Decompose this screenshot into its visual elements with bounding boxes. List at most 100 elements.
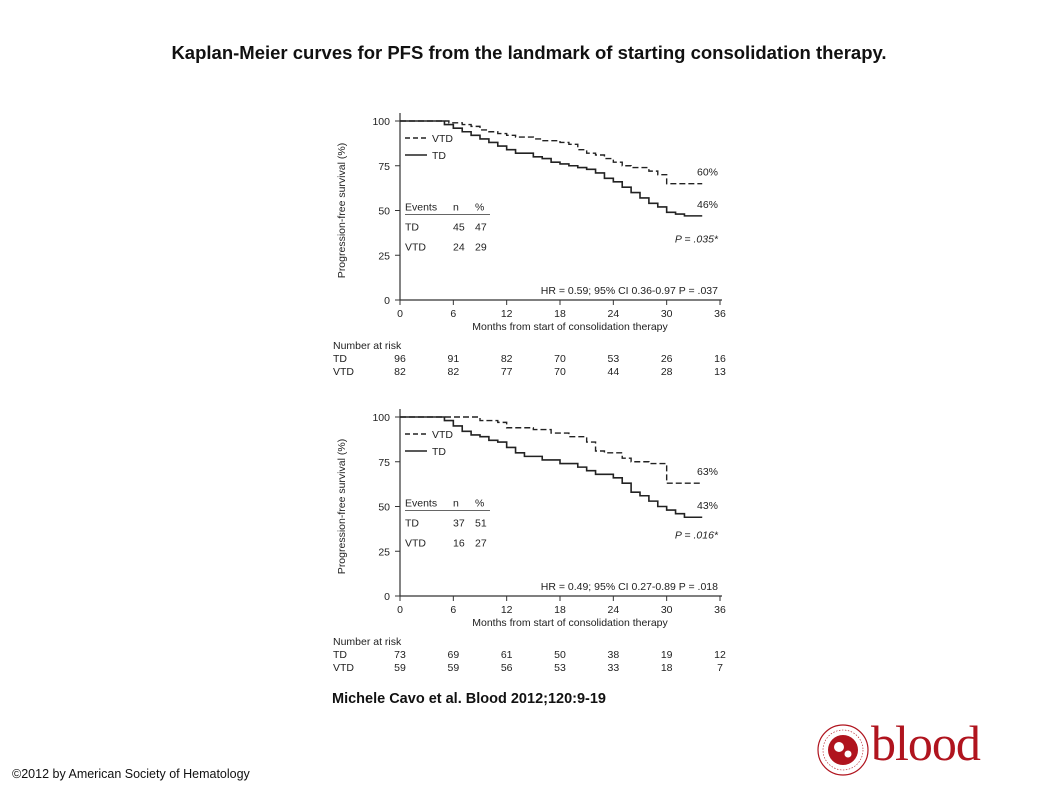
y-tick-label: 50 bbox=[378, 502, 390, 514]
risk-table-title: Number at risk bbox=[333, 636, 402, 648]
x-tick-label: 30 bbox=[661, 604, 673, 616]
x-axis-label: Months from start of consolidation thera… bbox=[472, 617, 668, 629]
risk-table-cell: 12 bbox=[714, 649, 726, 661]
y-axis-label: Progression-free survival (%) bbox=[336, 143, 348, 278]
events-table-cell: 47 bbox=[475, 222, 487, 234]
events-table-cell: 51 bbox=[475, 518, 487, 530]
risk-table-cell: 70 bbox=[554, 353, 566, 365]
x-tick-label: 24 bbox=[607, 604, 619, 616]
risk-table-row-label: VTD bbox=[333, 662, 354, 674]
events-table-cell: 37 bbox=[453, 518, 465, 530]
events-table-header: % bbox=[475, 202, 484, 214]
risk-table-cell: 69 bbox=[447, 649, 459, 661]
km-curve-td bbox=[400, 416, 703, 519]
events-table-cell: 16 bbox=[453, 538, 465, 550]
risk-table-cell: 82 bbox=[501, 353, 513, 365]
events-table-cell: VTD bbox=[405, 242, 426, 254]
x-tick-label: 0 bbox=[397, 604, 403, 616]
risk-table-cell: 13 bbox=[714, 366, 726, 378]
x-tick-label: 18 bbox=[554, 308, 566, 320]
risk-table-cell: 19 bbox=[661, 649, 673, 661]
events-table-cell: TD bbox=[405, 518, 419, 530]
risk-table-cell: 70 bbox=[554, 366, 566, 378]
km-chart-bottom: 0 25 50 75 100 0 6 12 18 24 30 36 Progression-free s… bbox=[325, 402, 735, 682]
hazard-ratio-label: HR = 0.59; 95% CI 0.36-0.97 P = .037 bbox=[541, 285, 718, 297]
risk-table-row-label: TD bbox=[333, 353, 347, 365]
risk-table-cell: 44 bbox=[607, 366, 619, 378]
page-title: Kaplan-Meier curves for PFS from the lan… bbox=[171, 42, 887, 63]
copyright: ©2012 by American Society of Hematology bbox=[12, 767, 250, 781]
logo-wordmark: blood bbox=[871, 715, 981, 771]
risk-table-cell: 28 bbox=[661, 366, 673, 378]
risk-table-cell: 77 bbox=[501, 366, 513, 378]
blood-logo: blood bbox=[815, 715, 1005, 780]
events-table-header: % bbox=[475, 498, 484, 510]
y-tick-label: 100 bbox=[372, 412, 390, 424]
risk-table-cell: 82 bbox=[394, 366, 406, 378]
x-tick-label: 6 bbox=[450, 308, 456, 320]
x-tick-label: 12 bbox=[501, 308, 513, 320]
x-tick-label: 24 bbox=[607, 308, 619, 320]
p-value-label: P = .016* bbox=[675, 530, 719, 542]
end-percent-label-td: 43% bbox=[697, 500, 718, 512]
risk-table-cell: 73 bbox=[394, 649, 406, 661]
risk-table-cell: 53 bbox=[607, 353, 619, 365]
events-table-cell: 45 bbox=[453, 222, 465, 234]
risk-table-cell: 53 bbox=[554, 662, 566, 674]
risk-table-cell: 59 bbox=[394, 662, 406, 674]
end-percent-label-vtd: 63% bbox=[697, 466, 718, 478]
x-tick-label: 12 bbox=[501, 604, 513, 616]
km-chart-top: 0 25 50 75 100 0 6 12 18 24 30 36 Progression-free s… bbox=[325, 106, 735, 386]
p-value-label: P = .035* bbox=[675, 234, 719, 246]
risk-table-cell: 91 bbox=[447, 353, 459, 365]
ash-seal-icon bbox=[817, 724, 869, 776]
legend-label-vtd: VTD bbox=[432, 133, 453, 145]
x-tick-label: 30 bbox=[661, 308, 673, 320]
y-tick-label: 0 bbox=[384, 295, 390, 307]
x-tick-label: 36 bbox=[714, 308, 726, 320]
x-tick-label: 18 bbox=[554, 604, 566, 616]
risk-table-row-label: TD bbox=[333, 649, 347, 661]
y-tick-label: 75 bbox=[378, 457, 390, 469]
km-curve-td bbox=[400, 120, 703, 217]
y-tick-label: 25 bbox=[378, 546, 390, 558]
y-tick-label: 75 bbox=[378, 161, 390, 173]
x-tick-label: 6 bbox=[450, 604, 456, 616]
risk-table-title: Number at risk bbox=[333, 340, 402, 352]
events-table-header: Events bbox=[405, 498, 437, 510]
risk-table-cell: 7 bbox=[717, 662, 723, 674]
x-axis-label: Months from start of consolidation thera… bbox=[472, 321, 668, 333]
events-table-header: n bbox=[453, 202, 459, 214]
x-tick-label: 36 bbox=[714, 604, 726, 616]
risk-table-cell: 56 bbox=[501, 662, 513, 674]
risk-table-cell: 18 bbox=[661, 662, 673, 674]
km-chart-bottom-svg: 0 25 50 75 100 0 6 12 18 24 30 36 Progression-free s… bbox=[333, 409, 726, 674]
y-tick-label: 25 bbox=[378, 250, 390, 262]
end-percent-label-vtd: 60% bbox=[697, 167, 718, 179]
risk-table-cell: 16 bbox=[714, 353, 726, 365]
y-tick-label: 50 bbox=[378, 206, 390, 218]
events-table-header: Events bbox=[405, 202, 437, 214]
risk-table-cell: 33 bbox=[607, 662, 619, 674]
y-axis-label: Progression-free survival (%) bbox=[336, 439, 348, 574]
legend-label-td: TD bbox=[432, 150, 446, 162]
events-table-cell: 24 bbox=[453, 242, 465, 254]
citation: Michele Cavo et al. Blood 2012;120:9-19 bbox=[332, 691, 606, 707]
events-table-cell: 29 bbox=[475, 242, 487, 254]
km-chart-top-svg: 0 25 50 75 100 0 6 12 18 24 30 36 Progression-free s… bbox=[333, 113, 726, 378]
events-table-cell: TD bbox=[405, 222, 419, 234]
km-curve-vtd bbox=[400, 120, 703, 185]
risk-table-cell: 82 bbox=[447, 366, 459, 378]
risk-table-cell: 50 bbox=[554, 649, 566, 661]
events-table-header: n bbox=[453, 498, 459, 510]
legend-label-vtd: VTD bbox=[432, 429, 453, 441]
km-curve-vtd bbox=[400, 416, 703, 484]
risk-table-row-label: VTD bbox=[333, 366, 354, 378]
x-tick-label: 0 bbox=[397, 308, 403, 320]
events-table-cell: 27 bbox=[475, 538, 487, 550]
legend-label-td: TD bbox=[432, 446, 446, 458]
hazard-ratio-label: HR = 0.49; 95% CI 0.27-0.89 P = .018 bbox=[541, 581, 718, 593]
risk-table-cell: 96 bbox=[394, 353, 406, 365]
y-tick-label: 0 bbox=[384, 591, 390, 603]
risk-table-cell: 26 bbox=[661, 353, 673, 365]
